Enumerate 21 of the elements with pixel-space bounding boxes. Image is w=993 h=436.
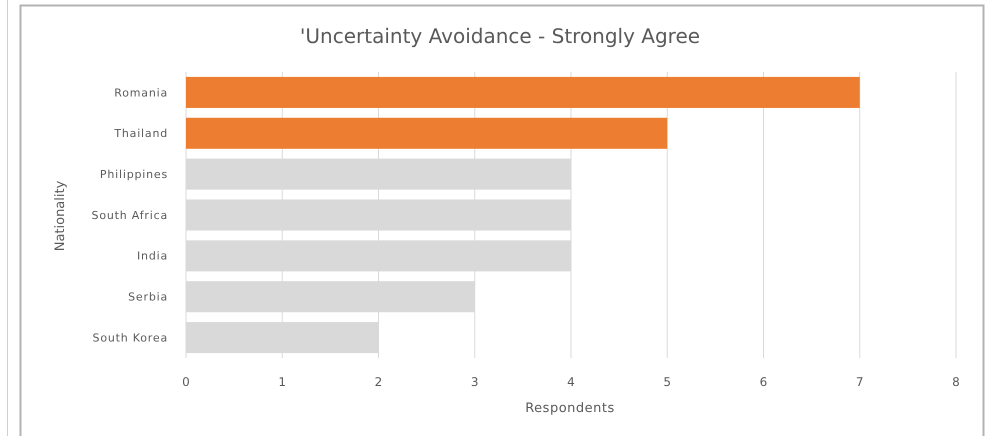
x-tick-label: 4 <box>567 375 575 389</box>
y-tick-label: South Korea <box>92 331 168 344</box>
x-tick-label: 6 <box>760 375 768 389</box>
x-tick-label: 8 <box>952 375 960 389</box>
x-tick-label: 1 <box>278 375 286 389</box>
y-tick-label: Thailand <box>113 127 168 140</box>
x-tick-label: 5 <box>663 375 672 389</box>
y-tick-label: South Africa <box>92 208 168 222</box>
x-tick-label: 3 <box>470 375 479 389</box>
chart-title: 'Uncertainty Avoidance - Strongly Agree <box>300 24 700 48</box>
y-tick-label: India <box>137 250 168 263</box>
y-axis-title: Nationality <box>53 180 68 252</box>
y-tick-label: Serbia <box>128 290 168 304</box>
x-tick-label: 0 <box>182 375 190 389</box>
y-tick-label: Romania <box>114 86 168 100</box>
x-tick-label: 7 <box>856 375 864 389</box>
bar <box>186 76 860 108</box>
y-tick-label: Philippines <box>100 168 168 181</box>
bar <box>186 118 668 149</box>
x-axis-title: Respondents <box>525 401 615 416</box>
x-tick-label: 2 <box>374 375 382 389</box>
